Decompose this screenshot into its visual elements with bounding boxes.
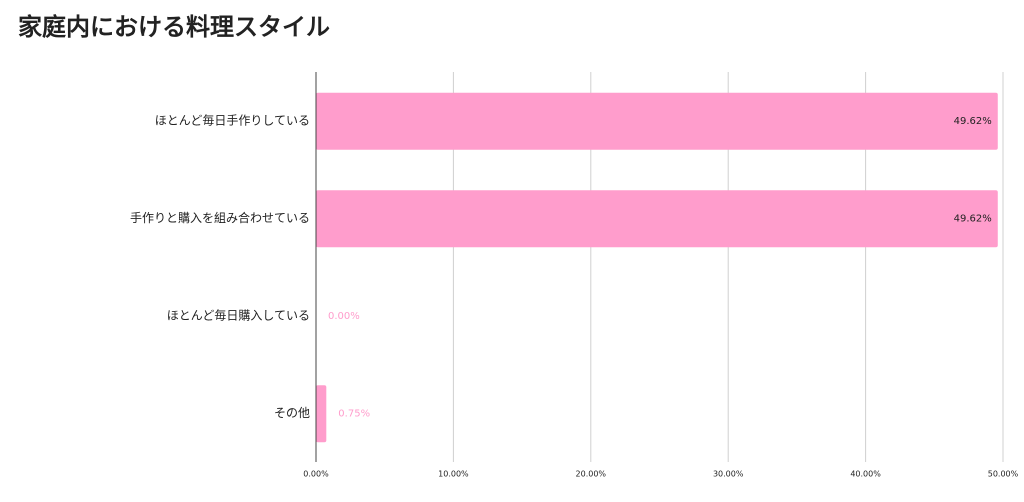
y-tick-label: ほとんど毎日購入している: [167, 307, 310, 322]
value-label: 49.62%: [954, 116, 992, 127]
x-tick-label: 40.00%: [850, 470, 881, 479]
value-label: 0.00%: [328, 311, 360, 322]
x-tick-label: 50.00%: [988, 470, 1019, 479]
x-tick-label: 0.00%: [303, 470, 329, 479]
x-tick-label: 10.00%: [438, 470, 469, 479]
bar: [316, 190, 998, 248]
y-tick-label: ほとんど毎日手作りしている: [155, 112, 310, 127]
y-tick-label: 手作りと購入を組み合わせている: [130, 210, 310, 225]
x-tick-label: 20.00%: [576, 470, 607, 479]
value-label: 0.75%: [338, 408, 370, 419]
x-tick-label: 30.00%: [713, 470, 744, 479]
bar: [316, 92, 998, 150]
bar: [316, 385, 327, 443]
value-label: 49.62%: [954, 213, 992, 224]
chart-title: 家庭内における料理スタイル: [18, 13, 330, 41]
y-tick-label: その他: [274, 406, 310, 420]
